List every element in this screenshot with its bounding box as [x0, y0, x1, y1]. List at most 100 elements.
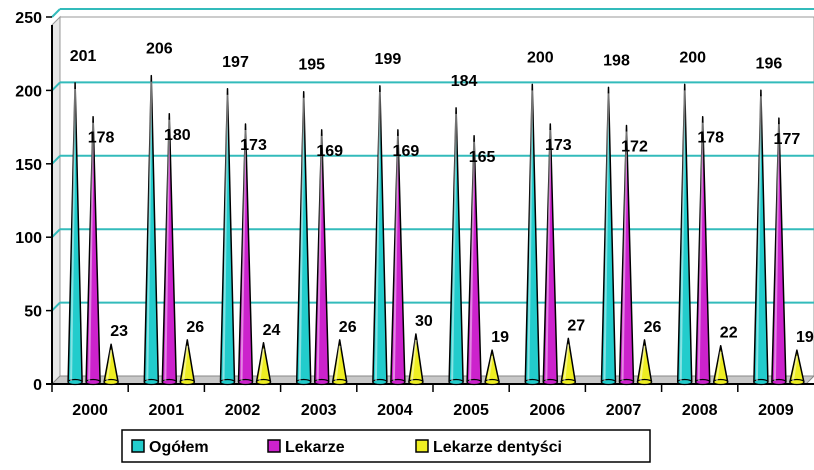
cone-highlight — [469, 141, 476, 382]
cone-highlight — [182, 345, 189, 382]
legend-label: Lekarze dentyści — [433, 439, 562, 456]
gridline-side — [51, 81, 61, 92]
cone-base — [484, 378, 500, 386]
x-tick-label: 2001 — [149, 402, 185, 419]
cone-base — [408, 378, 424, 386]
gridline-side — [51, 8, 61, 18]
cone-base — [789, 378, 805, 386]
data-label: 178 — [697, 130, 724, 147]
cone-base — [466, 378, 482, 386]
cone-highlight — [316, 135, 323, 382]
y-tick-label: 50 — [24, 304, 42, 321]
cone-base — [296, 378, 312, 386]
cone-highlight — [334, 345, 341, 382]
data-label: 206 — [146, 41, 173, 58]
legend-label: Lekarze — [285, 439, 345, 456]
cone-base — [542, 378, 558, 386]
data-label: 199 — [375, 51, 402, 68]
cone-highlight — [603, 93, 610, 382]
data-label: 169 — [393, 143, 420, 160]
cone-base — [143, 378, 159, 386]
cone-highlight — [88, 122, 95, 382]
cone-highlight — [298, 97, 305, 382]
cone-highlight — [697, 122, 704, 382]
y-tick-label: 100 — [15, 230, 42, 247]
data-label: 26 — [644, 319, 662, 336]
cone-highlight — [487, 355, 494, 382]
cone-base — [753, 378, 769, 386]
x-tick-label: 2000 — [72, 402, 108, 419]
cone-base — [618, 378, 635, 386]
cone-highlight — [410, 339, 417, 382]
x-tick-label: 2003 — [301, 402, 337, 419]
x-tick-label: 2009 — [758, 402, 794, 419]
gridline-side — [51, 155, 61, 165]
cone-base — [237, 378, 254, 386]
cone-base — [524, 378, 540, 386]
gridline-side — [51, 228, 61, 238]
x-tick-label: 2007 — [606, 402, 642, 419]
x-tick-label: 2002 — [225, 402, 261, 419]
legend-label: Ogółem — [149, 439, 209, 456]
y-tick-label: 200 — [15, 83, 42, 100]
cone-highlight — [545, 130, 552, 382]
cone-base — [219, 378, 236, 386]
data-label: 177 — [774, 131, 801, 148]
data-label: 196 — [756, 55, 783, 72]
data-label: 200 — [527, 49, 554, 66]
cone-base — [161, 378, 177, 386]
cone-highlight — [374, 91, 381, 382]
cone-base — [713, 378, 729, 386]
cone-highlight — [240, 130, 247, 382]
legend-box — [121, 429, 651, 463]
cone-base — [85, 378, 101, 386]
data-label: 23 — [110, 323, 128, 340]
cone-base — [67, 378, 83, 386]
data-label: 173 — [240, 137, 267, 154]
cone-highlight — [679, 90, 686, 382]
cone-highlight — [164, 119, 171, 382]
y-tick-label: 250 — [15, 10, 42, 27]
side-wall — [51, 15, 61, 386]
data-label: 195 — [298, 57, 325, 74]
data-label: 201 — [70, 48, 97, 65]
data-label: 173 — [545, 137, 572, 154]
cone-highlight — [527, 90, 534, 382]
cone-base — [771, 378, 787, 386]
data-label: 30 — [415, 313, 433, 330]
data-label: 22 — [720, 325, 738, 342]
cone-base — [600, 378, 617, 386]
cone-base — [103, 378, 119, 386]
x-tick-label: 2008 — [682, 402, 718, 419]
cone-base — [560, 378, 576, 386]
x-tick-label: 2006 — [530, 402, 566, 419]
x-tick-labels: 2000 2001 2002 2003 2004 2005 2006 2007 2008 2009 — [72, 402, 793, 419]
data-label: 169 — [316, 143, 343, 160]
data-label: 26 — [186, 319, 204, 336]
cone-base — [332, 378, 348, 386]
data-label: 184 — [451, 73, 478, 90]
cone-highlight — [106, 350, 113, 382]
y-tick-labels: 0 50 100 150 200 250 — [15, 10, 42, 394]
data-label: 180 — [164, 127, 191, 144]
cone-highlight — [146, 81, 153, 382]
legend: Ogółem Lekarze Lekarze dentyści — [121, 429, 651, 463]
y-tick-label: 0 — [33, 377, 42, 394]
cone-base — [390, 378, 406, 386]
cone-highlight — [755, 96, 762, 382]
cone-highlight — [791, 355, 798, 382]
cone-base — [255, 378, 272, 386]
data-label: 198 — [603, 52, 630, 69]
data-label: 178 — [88, 130, 115, 147]
data-label: 19 — [796, 329, 814, 346]
cone-base — [695, 378, 711, 386]
legend-swatch — [415, 439, 429, 453]
cone-highlight — [258, 348, 265, 382]
data-label: 19 — [491, 329, 509, 346]
legend-swatch — [131, 439, 145, 453]
cone-base — [448, 378, 464, 386]
cone-highlight — [715, 351, 722, 382]
cone-highlight — [773, 124, 780, 382]
data-label: 197 — [222, 54, 249, 71]
